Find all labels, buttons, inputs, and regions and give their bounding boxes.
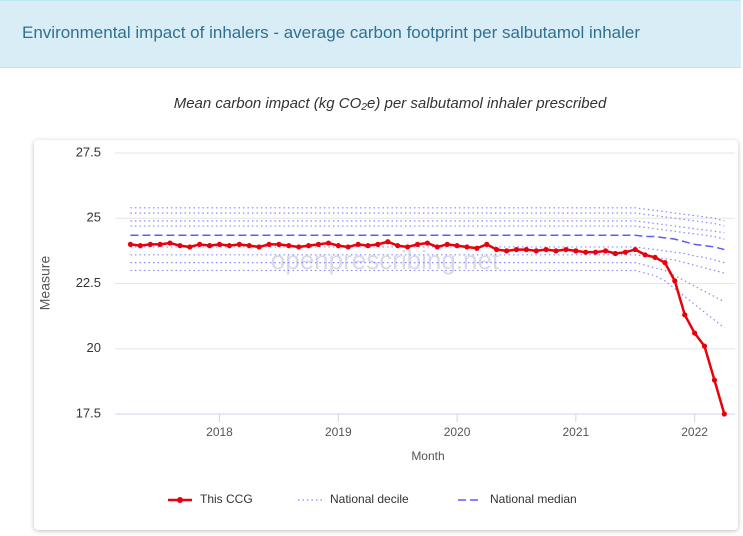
data-point bbox=[147, 241, 153, 247]
data-point bbox=[652, 254, 658, 260]
x-tick-label: 2021 bbox=[562, 425, 589, 439]
data-point bbox=[573, 248, 579, 254]
data-point bbox=[177, 243, 183, 249]
data-point bbox=[692, 330, 698, 336]
data-point bbox=[632, 246, 638, 253]
data-point bbox=[553, 248, 559, 254]
data-point bbox=[137, 243, 143, 249]
data-point bbox=[345, 244, 351, 250]
data-point bbox=[246, 243, 252, 249]
data-point bbox=[207, 243, 213, 249]
series-line bbox=[130, 220, 725, 234]
data-point bbox=[701, 343, 708, 349]
data-point bbox=[315, 241, 322, 247]
data-point bbox=[286, 243, 292, 249]
data-point bbox=[236, 241, 242, 247]
series-line bbox=[130, 269, 725, 329]
data-point bbox=[543, 246, 549, 253]
data-point bbox=[454, 243, 460, 249]
y-tick-label: 25 bbox=[87, 210, 101, 225]
series-line bbox=[130, 207, 725, 222]
data-point bbox=[444, 241, 450, 247]
data-point bbox=[266, 241, 272, 247]
series-line bbox=[130, 234, 725, 251]
data-point bbox=[276, 241, 282, 247]
x-tick-label: 2019 bbox=[325, 425, 352, 439]
legend-label: National decile bbox=[330, 492, 409, 506]
data-point bbox=[563, 246, 569, 253]
panel-heading: Environmental impact of inhalers - avera… bbox=[0, 0, 741, 68]
data-point bbox=[523, 246, 529, 253]
data-point bbox=[434, 244, 440, 250]
y-tick-label: 17.5 bbox=[76, 405, 101, 420]
x-tick-label: 2022 bbox=[681, 425, 708, 439]
data-point bbox=[484, 241, 490, 247]
data-point bbox=[256, 244, 262, 250]
data-point bbox=[602, 248, 609, 254]
legend-label: National median bbox=[490, 492, 577, 506]
legend-marker bbox=[177, 497, 183, 503]
data-point bbox=[494, 246, 500, 253]
data-point bbox=[385, 239, 391, 245]
data-point bbox=[474, 245, 480, 251]
panel-title: Environmental impact of inhalers - avera… bbox=[22, 23, 640, 42]
data-point bbox=[533, 248, 539, 254]
data-point bbox=[622, 249, 628, 255]
data-point bbox=[513, 246, 520, 253]
y-axis-label: Measure bbox=[37, 256, 53, 311]
data-point bbox=[593, 249, 599, 255]
data-point bbox=[721, 411, 727, 417]
x-tick-label: 2020 bbox=[444, 425, 471, 439]
data-point bbox=[642, 252, 648, 258]
data-point bbox=[682, 312, 688, 318]
data-point bbox=[296, 244, 302, 250]
data-point bbox=[365, 243, 371, 249]
data-point bbox=[503, 248, 510, 254]
data-point bbox=[711, 377, 718, 383]
chart-card bbox=[34, 140, 738, 530]
data-point bbox=[404, 244, 411, 250]
data-point bbox=[216, 241, 223, 247]
data-point bbox=[187, 244, 193, 250]
x-tick-label: 2018 bbox=[206, 425, 233, 439]
data-point bbox=[197, 241, 203, 247]
data-point bbox=[157, 241, 163, 247]
data-point bbox=[662, 260, 668, 266]
data-point bbox=[306, 243, 312, 249]
watermark: openprescribing.net bbox=[271, 245, 500, 275]
y-tick-label: 20 bbox=[87, 340, 101, 355]
data-point bbox=[335, 243, 341, 249]
y-tick-label: 22.5 bbox=[76, 275, 101, 290]
data-point bbox=[127, 241, 134, 247]
data-point bbox=[395, 243, 401, 249]
data-point bbox=[424, 240, 430, 246]
data-point bbox=[167, 240, 173, 246]
series-line bbox=[130, 225, 725, 240]
data-point bbox=[612, 250, 618, 257]
data-point bbox=[414, 241, 421, 247]
data-point bbox=[583, 249, 589, 255]
x-axis-label: Month bbox=[411, 449, 444, 463]
series-line bbox=[130, 212, 725, 227]
data-point bbox=[672, 278, 678, 284]
data-point bbox=[375, 241, 381, 247]
y-tick-label: 27.5 bbox=[76, 144, 101, 159]
legend-label: This CCG bbox=[200, 492, 253, 506]
data-point bbox=[325, 240, 332, 246]
data-point bbox=[226, 243, 232, 249]
data-point bbox=[464, 244, 470, 250]
data-point bbox=[355, 241, 361, 247]
chart-title: Mean carbon impact (kg CO₂e) per salbuta… bbox=[174, 95, 607, 112]
